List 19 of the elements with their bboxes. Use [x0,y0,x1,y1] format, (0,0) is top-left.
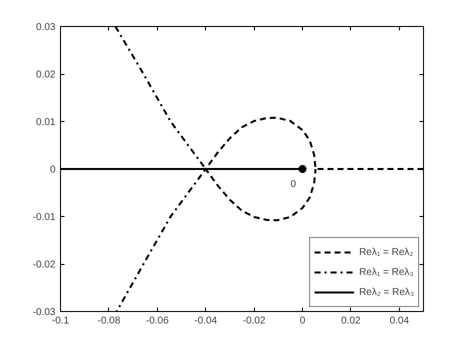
annotation: 0 [290,179,296,190]
x-tick-label: 0.02 [341,316,362,326]
x-tick-label: -0.08 [98,316,121,326]
y-tick-label: 0 [50,164,56,176]
y-tick-label: -0.03 [32,307,56,318]
x-tick-label: 0 [300,316,306,326]
x-tick-label: -0.06 [146,316,170,326]
y-tick-label: -0.01 [32,212,56,223]
x-tick-label: -0.02 [242,316,266,326]
x-tick-label: 0.04 [390,316,410,326]
y-tick-label: 0.03 [36,22,56,33]
legend-label: Reλ₁ = Reλ₃ [359,266,414,278]
x-tick-label: -0.1 [52,316,70,326]
y-tick-label: 0.02 [36,70,56,80]
legend-label: Reλ₁ = Reλ₂ [359,246,414,258]
legend-label: Reλ₂ = Reλ₃ [359,286,414,298]
x-tick-label: -0.04 [194,316,218,326]
y-tick-label: -0.02 [32,260,56,270]
y-tick-label: 0.01 [36,117,56,128]
